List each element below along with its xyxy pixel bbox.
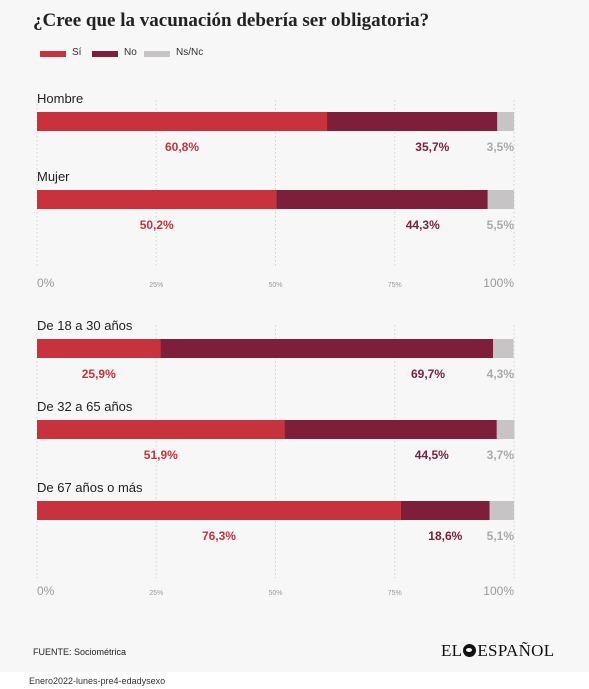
bar-segment-no — [284, 420, 497, 439]
bar-segment-nsnc — [489, 501, 514, 520]
bar-segment-si — [37, 501, 401, 520]
bar-segment-si — [37, 112, 328, 131]
legend-swatch-no — [92, 51, 118, 57]
data-label-no: 35,7% — [415, 140, 449, 154]
data-label-si: 25,9% — [82, 367, 116, 381]
source-note: FUENTE: Sociométrica — [33, 647, 127, 657]
data-label-no: 18,6% — [428, 529, 462, 543]
legend-label-nsnc: Ns/Nc — [176, 47, 204, 58]
logo-text-right: ESPAÑOL — [477, 641, 555, 660]
tick-label: 75% — [388, 282, 402, 289]
data-label-si: 51,9% — [144, 448, 178, 462]
tick-label: 25% — [149, 590, 163, 597]
tick-label: 75% — [388, 590, 402, 597]
tick-label: 50% — [268, 590, 282, 597]
legend-swatch-si — [40, 51, 66, 57]
bar-segment-no — [400, 501, 490, 520]
legend-swatch-nsnc — [144, 51, 170, 57]
category-label: De 18 a 30 años — [37, 318, 133, 333]
data-label-no: 44,3% — [406, 218, 440, 232]
bar-segment-no — [160, 339, 494, 358]
bar-segment-nsnc — [497, 112, 514, 131]
tick-label: 50% — [268, 282, 282, 289]
el-espanol-logo: EL ESPAÑOL — [441, 641, 554, 661]
file-name-caption: Enero2022-lunes-pre4-edadysexo — [29, 676, 166, 686]
bar-segment-si — [37, 339, 161, 358]
category-label: De 67 años o más — [37, 480, 143, 495]
category-label: De 32 a 65 años — [37, 399, 133, 414]
bar-segment-si — [37, 420, 285, 439]
data-label-no: 44,5% — [415, 448, 449, 462]
legend-label-si: Sí — [72, 47, 82, 58]
tick-label: 0% — [37, 276, 55, 290]
data-label-nsnc: 4,3% — [487, 367, 515, 381]
bar-segment-no — [276, 190, 488, 209]
data-label-si: 60,8% — [165, 140, 199, 154]
bar-segment-nsnc — [496, 420, 515, 439]
logo-text-left: EL — [441, 641, 463, 660]
bar-segment-nsnc — [493, 339, 514, 358]
data-label-nsnc: 3,7% — [487, 448, 515, 462]
tick-label: 0% — [37, 584, 55, 598]
tick-label: 100% — [483, 584, 514, 598]
chart-canvas: Hombre 60,8% 35,7% 3,5% Mujer 50,2% 44,3% 5,5% 0… — [36, 91, 515, 598]
bar-segment-nsnc — [487, 190, 514, 209]
category-label: Hombre — [37, 91, 83, 106]
data-label-si: 50,2% — [140, 218, 174, 232]
legend-label-no: No — [124, 47, 137, 58]
bar-segment-si — [37, 190, 277, 209]
tick-label: 100% — [483, 276, 514, 290]
category-label: Mujer — [37, 169, 70, 184]
data-label-nsnc: 3,5% — [487, 140, 515, 154]
chart-title: ¿Cree que la vacunación debería ser obli… — [33, 10, 430, 31]
data-label-nsnc: 5,1% — [487, 529, 515, 543]
data-label-no: 69,7% — [411, 367, 445, 381]
bar-segment-no — [327, 112, 498, 131]
data-label-si: 76,3% — [202, 529, 236, 543]
tick-label: 25% — [149, 282, 163, 289]
data-label-nsnc: 5,5% — [487, 218, 515, 232]
logo-eye-icon — [463, 644, 477, 657]
